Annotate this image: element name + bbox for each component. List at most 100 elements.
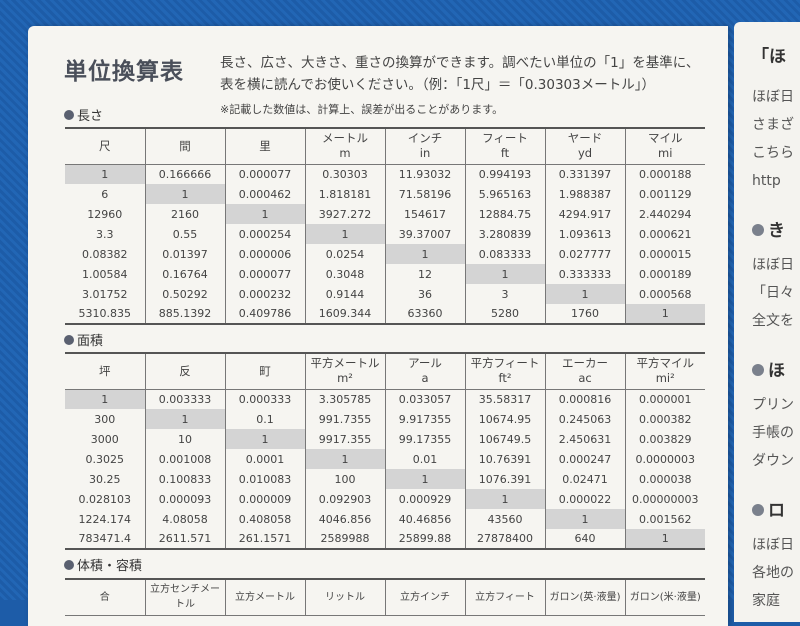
header-label: 町 [259, 363, 271, 378]
table-cell: 0.092903 [304, 489, 385, 509]
table-cell: 1 [65, 164, 145, 184]
header-label: 平方マイル [636, 356, 695, 371]
column-header: 立方インチ [384, 578, 465, 616]
table-cell: 1.093613 [544, 224, 625, 244]
header-label: ヤード [567, 131, 603, 146]
table-cell: 36 [384, 284, 465, 304]
table-row: 12960 2160 1 3927.272 154617 12884.75 4294.917… [65, 204, 705, 224]
table-cell: 1 [304, 224, 385, 244]
header-label: 平方メートル [310, 356, 380, 371]
table-row: 783471.4 2611.571 261.1571 2589988 25899.88 2… [65, 529, 705, 550]
right-page-text: ほぼ日 [752, 537, 794, 553]
table-cell: 43560 [464, 509, 545, 529]
column-header: メートル m [304, 127, 385, 165]
table-cell: 640 [544, 529, 625, 550]
table-row: 300 1 0.1 991.7355 9.917355 10674.95 0.245063 0… [65, 409, 705, 429]
table-cell: 3.01752 [82, 287, 128, 301]
table-row: 1224.174 4.08058 0.408058 4046.856 40.46856 4… [65, 509, 705, 529]
table-cell: 0.409786 [224, 304, 305, 325]
table-cell: 10.76391 [464, 449, 545, 469]
table-cell: 0.000189 [624, 264, 705, 284]
column-header: アール a [384, 352, 465, 390]
table-cell: 6 [101, 187, 109, 201]
table-cell: 0.9144 [304, 284, 385, 304]
header-label: アール [408, 356, 442, 371]
table-cell: 12 [384, 264, 465, 284]
table-row: 1.00584 0.16764 0.000077 0.3048 12 1 0.333333 0… [65, 264, 705, 284]
column-header: 平方メートル m² [304, 352, 385, 390]
table-cell: 1 [144, 409, 225, 429]
column-header: 坪 [65, 352, 145, 390]
table-row: 0.3025 0.001008 0.0001 1 0.01 10.76391 0.00024… [65, 449, 705, 469]
table-cell: 2.440294 [624, 204, 705, 224]
table-cell: 0.000006 [224, 244, 305, 264]
table-cell: 1 [544, 284, 625, 304]
table-cell: 1609.344 [304, 304, 385, 325]
table-cell: 35.58317 [464, 389, 545, 409]
table-cell: 63360 [384, 304, 465, 325]
column-header: 立方センチメートル [144, 578, 225, 616]
table-cell: 0.000621 [624, 224, 705, 244]
header-label: 反 [179, 363, 191, 378]
table-cell: 30.25 [89, 472, 121, 486]
right-page-text: ダウン [752, 453, 794, 469]
table-cell: 0.000001 [624, 389, 705, 409]
column-header: 里 [224, 127, 305, 165]
header-unit: m [339, 146, 351, 161]
header-unit: ft [500, 146, 510, 161]
table-cell: 3927.272 [304, 204, 385, 224]
table-cell: 9.917355 [384, 409, 465, 429]
right-page-text: こちら [752, 145, 794, 161]
area-table: 坪反町平方メートル m² アール a 平方フィート ft² エーカー ac 平方マイル mi² 1 0… [65, 352, 705, 550]
table-cell: 3.305785 [304, 389, 385, 409]
table-cell: 0.000816 [544, 389, 625, 409]
column-header: ヤード yd [544, 127, 625, 165]
table-cell: 40.46856 [384, 509, 465, 529]
table-cell: 10674.95 [464, 409, 545, 429]
table-cell: 0.001562 [624, 509, 705, 529]
column-header: 平方フィート ft² [464, 352, 545, 390]
right-page-text: プリン [752, 397, 794, 413]
table-cell: 0.000462 [224, 184, 305, 204]
table-cell: 1224.174 [78, 512, 132, 526]
table-cell: 71.58196 [384, 184, 465, 204]
table-cell: 1 [384, 469, 465, 489]
table-cell: 12884.75 [464, 204, 545, 224]
table-row: 0.08382 0.01397 0.000006 0.0254 1 0.083333 0.0… [65, 244, 705, 264]
page-title: 単位換算表 [64, 59, 184, 85]
table-cell: 0.30303 [304, 164, 385, 184]
right-page-text: 全文を [752, 313, 794, 329]
table-cell: 11.93032 [384, 164, 465, 184]
table-cell: 39.37007 [384, 224, 465, 244]
header-label: フィート [482, 131, 528, 146]
table-cell: 2589988 [304, 529, 385, 550]
intro-text: 長さ、広さ、大きさ、重さの換算ができます。調べたい単位の「1」を基準に、 表を横に… [220, 52, 699, 96]
column-header: フィート ft [464, 127, 545, 165]
table-cell: 0.000015 [624, 244, 705, 264]
section-area: 面積 [64, 330, 103, 349]
table-cell: 0.000382 [624, 409, 705, 429]
table-row: 0.028103 0.000093 0.000009 0.092903 0.000929… [65, 489, 705, 509]
table-cell: 0.033057 [384, 389, 465, 409]
table-cell: 3000 [90, 432, 119, 446]
table-cell: 0.028103 [78, 492, 132, 506]
table-cell: 5310.835 [65, 304, 145, 325]
table-row: 6 1 0.000462 1.818181 71.58196 5.965163 1.9883… [65, 184, 705, 204]
table-cell: 0.245063 [544, 409, 625, 429]
column-header: インチ in [384, 127, 465, 165]
table-cell: 0.55 [144, 224, 225, 244]
table-cell: 0.01 [384, 449, 465, 469]
column-header: 立方メートル [224, 578, 305, 616]
right-page-text: 家庭 [752, 593, 780, 609]
table-cell: 5.965163 [464, 184, 545, 204]
header-unit: mi [658, 146, 673, 161]
table-cell: 783471.4 [65, 529, 145, 550]
right-page: 「ほ ほぼ日 さまざ こちら http きほぼ日 「日々 全文をほプリン 手帳の ダウンロほぼ日各… [734, 22, 800, 622]
table-cell: 154617 [384, 204, 465, 224]
column-header: 間 [144, 127, 225, 165]
table-cell: 0.000188 [624, 164, 705, 184]
right-page-text: き [752, 218, 785, 244]
table-cell: 12960 [87, 207, 123, 221]
length-table: 尺間里メートル m インチ in フィート ft ヤード yd マイル mi 1 0.166666 0.… [65, 127, 705, 325]
table-cell: 0.000077 [224, 164, 305, 184]
